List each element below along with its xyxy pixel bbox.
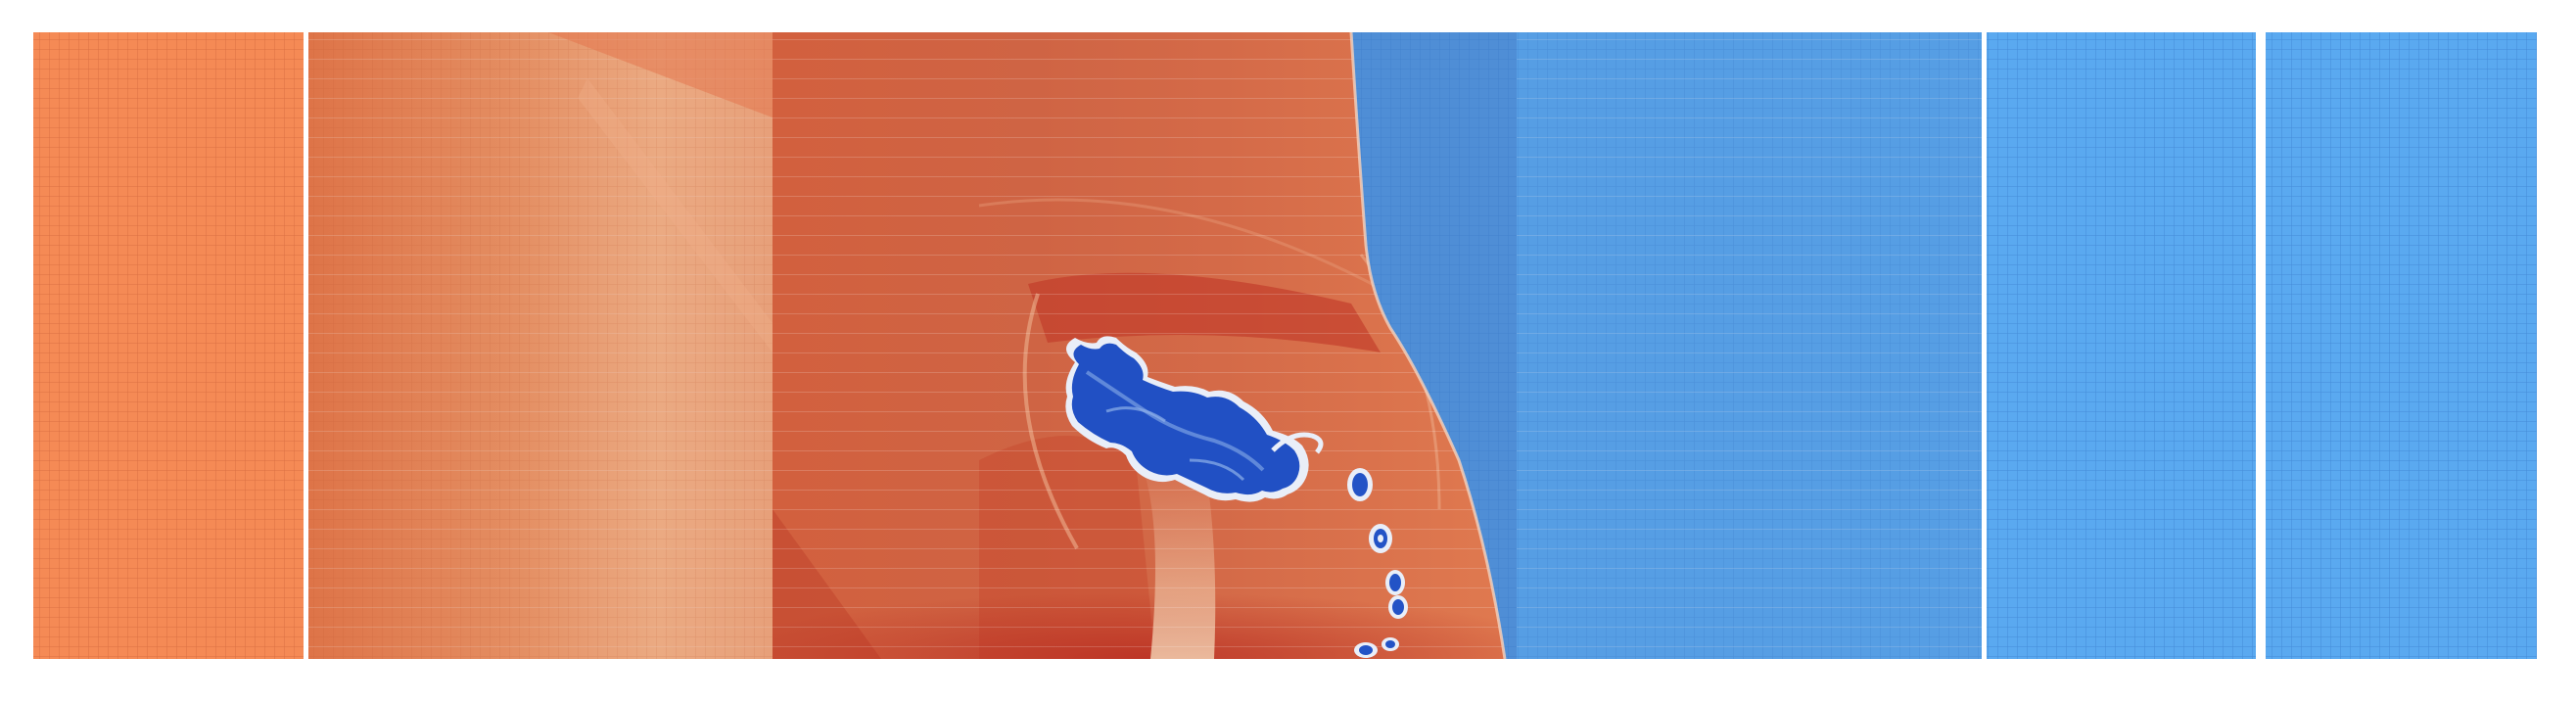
left-transition-block [308,32,773,659]
left-coarse-block [33,32,304,659]
vortex-trail [1347,468,1408,658]
right-coarse-block [1987,32,2537,659]
bubble [1065,336,1324,502]
right-transition-block [1517,32,1982,659]
shock-front-region [1349,31,1517,660]
